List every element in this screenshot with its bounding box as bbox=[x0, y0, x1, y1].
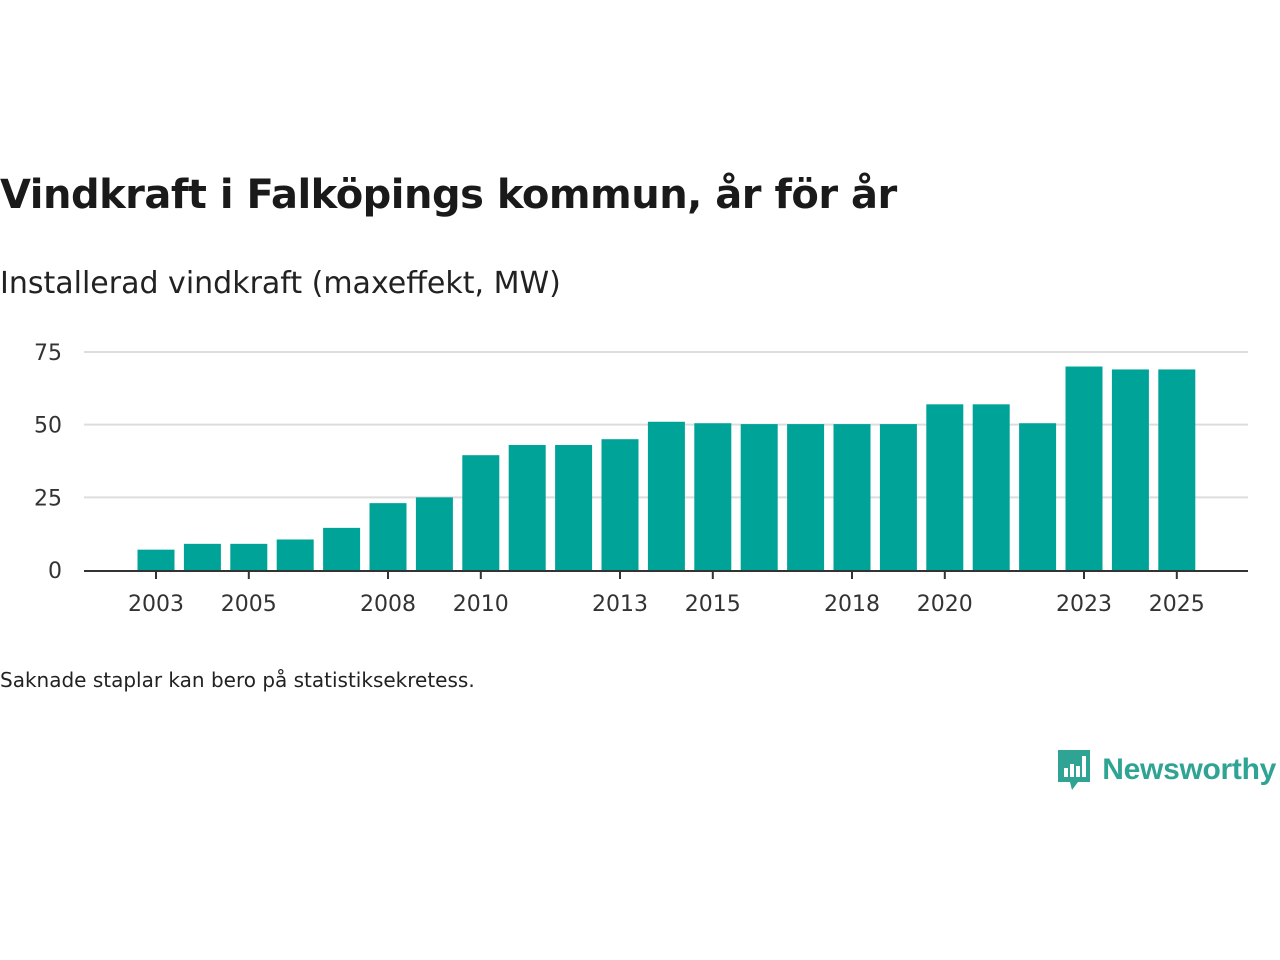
chart-title: Vindkraft i Falköpings kommun, år för år bbox=[0, 172, 897, 218]
bar bbox=[369, 503, 407, 570]
y-tick-label: 25 bbox=[34, 486, 62, 511]
x-tick-label: 2005 bbox=[221, 592, 277, 617]
y-tick-label: 75 bbox=[34, 341, 62, 366]
bars bbox=[137, 366, 1196, 570]
y-tick-label: 50 bbox=[34, 414, 62, 439]
y-tick-label: 0 bbox=[48, 559, 62, 584]
bar bbox=[601, 439, 639, 570]
bar bbox=[415, 497, 453, 570]
bar bbox=[1158, 369, 1196, 570]
x-tick-label: 2008 bbox=[360, 592, 416, 617]
x-tick-label: 2015 bbox=[685, 592, 741, 617]
x-tick-label: 2003 bbox=[128, 592, 184, 617]
bar bbox=[555, 445, 593, 570]
bar bbox=[1111, 369, 1149, 570]
x-tick-label: 2023 bbox=[1056, 592, 1112, 617]
bar bbox=[740, 424, 778, 570]
bar bbox=[972, 404, 1010, 570]
x-tick-label: 2018 bbox=[824, 592, 880, 617]
footnote: Saknade staplar kan bero på statistiksek… bbox=[0, 668, 475, 692]
bar bbox=[183, 543, 221, 570]
y-axis-ticks: 0 25 50 75 bbox=[34, 341, 62, 584]
bar bbox=[694, 423, 732, 570]
bar-chart-logo-icon bbox=[1058, 750, 1091, 790]
bar bbox=[276, 539, 314, 570]
x-tick-label: 2025 bbox=[1149, 592, 1205, 617]
chart-subtitle: Installerad vindkraft (maxeffekt, MW) bbox=[0, 266, 561, 301]
bar bbox=[462, 455, 500, 570]
bar bbox=[508, 445, 546, 570]
x-axis-ticks: 2003 2005 2008 2010 2013 2015 2018 2020 2023 2025 bbox=[128, 571, 1205, 617]
bar bbox=[787, 424, 825, 570]
bar bbox=[230, 543, 268, 570]
bar bbox=[926, 404, 964, 570]
x-tick-label: 2020 bbox=[917, 592, 973, 617]
bar bbox=[833, 424, 871, 570]
bar bbox=[137, 549, 175, 570]
brand-name: Newsworthy bbox=[1102, 753, 1276, 786]
bar-chart: 0 25 50 75 2003 2005 2008 2010 2013 2015 2018 2020… bbox=[34, 341, 1248, 617]
bar bbox=[323, 527, 361, 570]
bar bbox=[879, 424, 917, 570]
brand-logo[interactable]: Newsworthy bbox=[1056, 748, 1276, 792]
x-tick-label: 2013 bbox=[592, 592, 648, 617]
x-tick-label: 2010 bbox=[453, 592, 509, 617]
bar bbox=[1019, 423, 1057, 570]
bar bbox=[647, 421, 685, 570]
bar bbox=[1065, 366, 1103, 570]
